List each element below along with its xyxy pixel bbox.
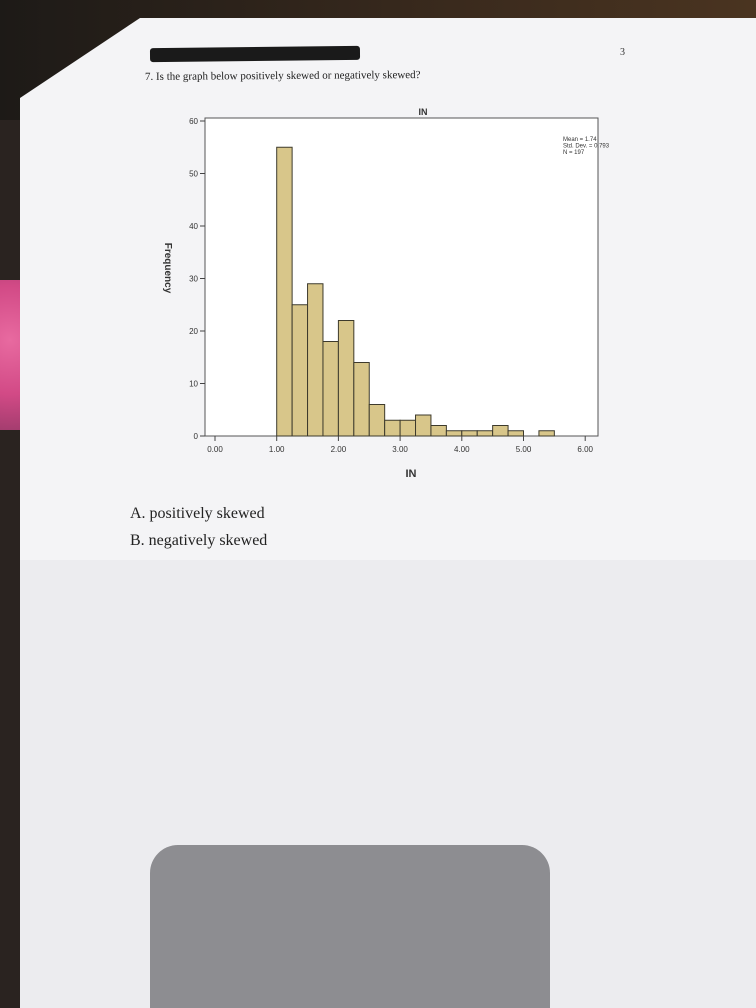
histogram-bar-10 [430, 425, 447, 437]
plot-frame [204, 117, 599, 437]
histogram-bar-14 [492, 425, 509, 437]
histogram-bar-1 [291, 304, 309, 437]
histogram-bar-17 [538, 430, 555, 437]
y-axis: 0 10 20 30 40 50 60 [189, 117, 205, 441]
x-tick-label-6: 6.00 [577, 445, 593, 454]
y-tick-label-5: 50 [189, 170, 198, 179]
histogram-bar-13 [476, 430, 494, 437]
x-tick-label-2: 2.00 [331, 445, 347, 454]
stats-line-2: N = 197 [563, 150, 585, 156]
histogram-bar-7 [384, 419, 401, 437]
histogram-bar-6 [368, 404, 386, 437]
x-tick-label-4: 4.00 [454, 445, 470, 454]
histogram-bar-5 [353, 362, 370, 437]
answer-options: A. positively skewed B. negatively skewe… [130, 500, 267, 554]
x-axis-label: IN [406, 468, 417, 480]
chart-title: IN [419, 107, 428, 117]
histogram-bar-12 [461, 430, 478, 437]
stats-line-1: Std. Dev. = 0.793 [563, 144, 610, 150]
x-tick-label-1: 1.00 [269, 445, 285, 454]
page-number: 3 [620, 47, 625, 58]
histogram-bar-11 [445, 430, 463, 437]
histogram-bar-0 [276, 146, 293, 437]
y-tick-label-1: 10 [189, 380, 198, 389]
histogram-bars [276, 146, 555, 437]
answer-option-b: B. negatively skewed [130, 532, 268, 549]
y-tick-label-2: 20 [189, 327, 198, 336]
x-tick-label-5: 5.00 [516, 445, 532, 454]
y-axis-label: Frequency [162, 243, 173, 294]
stats-line-0: Mean = 1.74 [563, 137, 597, 143]
y-tick-label-0: 0 [194, 432, 199, 441]
histogram-bar-2 [307, 283, 324, 437]
y-tick-label-4: 40 [189, 222, 198, 231]
histogram-bar-4 [337, 320, 355, 437]
histogram-bar-8 [399, 419, 417, 437]
y-tick-label-3: 30 [189, 275, 198, 284]
histogram-bar-3 [322, 341, 339, 437]
x-axis: 0.00 1.00 2.00 3.00 4.00 5.00 6.00 [207, 436, 594, 454]
x-tick-label-0: 0.00 [207, 445, 223, 454]
phone-shadow [150, 845, 550, 1008]
y-tick-label-6: 60 [189, 117, 198, 126]
answer-option-a: A. positively skewed [130, 505, 265, 522]
histogram-bar-9 [415, 414, 432, 437]
x-tick-label-3: 3.00 [392, 445, 408, 454]
histogram-bar-15 [507, 430, 525, 437]
